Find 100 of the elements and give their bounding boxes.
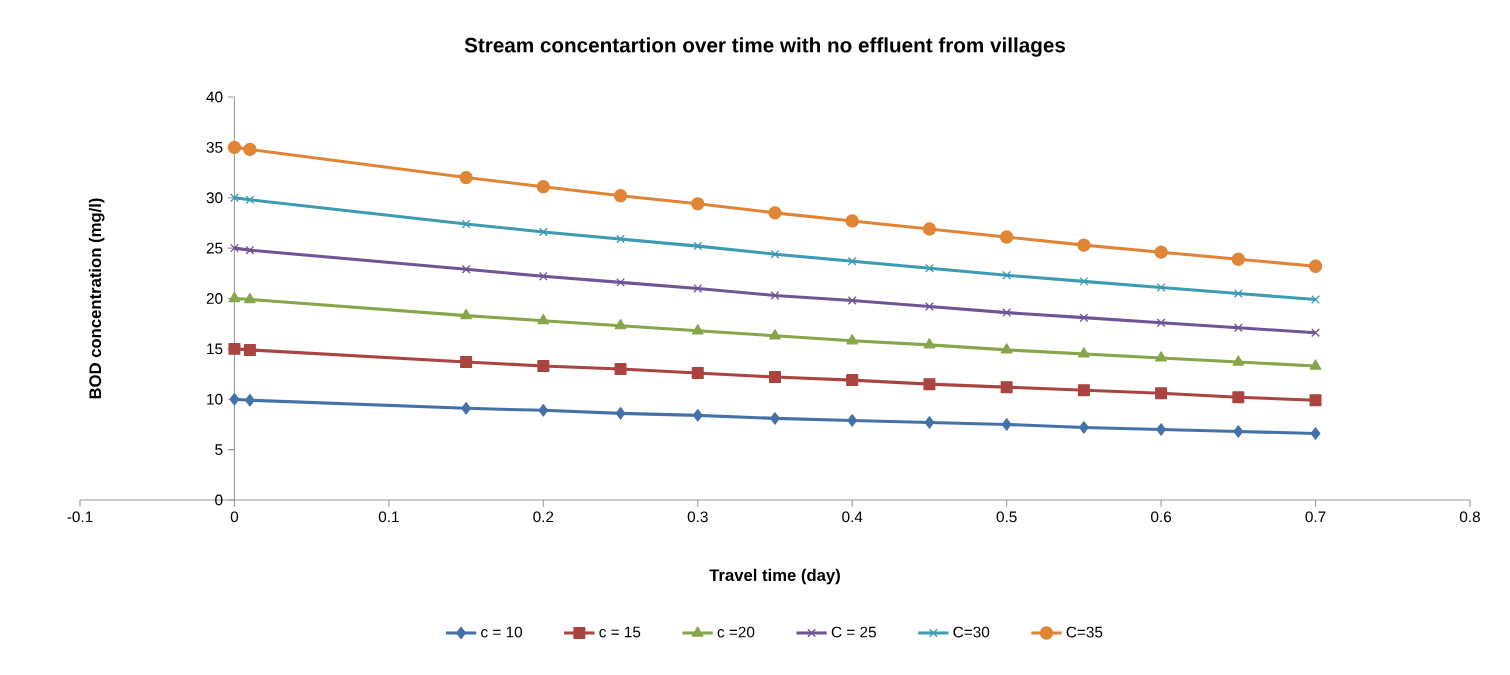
x-tick-label: 0.8: [1459, 511, 1480, 523]
point: [1232, 391, 1245, 404]
x-tick-label: 0.4: [842, 511, 863, 523]
point: [538, 271, 548, 281]
point: [1233, 425, 1244, 438]
y-tick-label: 5: [215, 444, 223, 455]
point: [460, 355, 473, 368]
point: [692, 409, 703, 422]
point: [536, 180, 550, 194]
y-tick-label: 40: [206, 91, 223, 103]
point: [228, 342, 241, 355]
point: [1079, 421, 1089, 434]
point: [1233, 323, 1243, 333]
point: [1311, 295, 1320, 304]
legend-label: C=35: [1066, 626, 1103, 638]
point: [1077, 384, 1090, 397]
y-tick-label: 30: [206, 192, 223, 204]
legend-label: C=30: [953, 626, 990, 638]
x-tick-label: 0.3: [687, 511, 708, 523]
point: [1079, 276, 1089, 286]
point: [243, 142, 257, 157]
point: [845, 214, 859, 228]
point: [769, 329, 781, 340]
point: [1154, 245, 1168, 259]
point: [228, 291, 241, 303]
point: [770, 291, 780, 300]
legend-label: c =20: [717, 626, 755, 638]
point: [1078, 347, 1090, 358]
point: [847, 256, 857, 266]
point: [847, 296, 857, 305]
point: [614, 319, 627, 330]
x-tick-label: -0.1: [67, 511, 93, 523]
legend-label: c = 10: [481, 626, 523, 638]
point: [245, 195, 255, 205]
point: [1309, 394, 1322, 407]
point: [924, 302, 934, 311]
point: [691, 367, 704, 380]
point: [227, 140, 242, 155]
point: [616, 277, 625, 287]
point: [1001, 418, 1012, 431]
point: [616, 234, 625, 244]
x-tick-label: 0.1: [378, 511, 399, 523]
point: [245, 393, 255, 407]
point: [1233, 289, 1243, 298]
point: [924, 263, 934, 273]
y-tick-label: 15: [207, 343, 223, 355]
point: [244, 292, 256, 304]
point: [923, 338, 936, 349]
point: [1231, 252, 1245, 266]
point: [459, 170, 473, 185]
point: [770, 412, 780, 425]
point: [461, 264, 471, 274]
y-tick-label: 0: [215, 494, 223, 506]
point: [693, 283, 703, 293]
point: [243, 343, 256, 356]
point: [923, 378, 936, 391]
point: [1077, 238, 1091, 252]
point: [1156, 282, 1166, 292]
point: [461, 219, 471, 229]
point: [846, 374, 859, 387]
point: [1155, 351, 1167, 362]
point: [461, 402, 471, 415]
point: [1000, 381, 1013, 394]
y-tick-label: 20: [206, 293, 223, 304]
x-tick-label: 0.5: [996, 511, 1017, 523]
x-tick-label: 0.2: [533, 511, 554, 523]
point: [1002, 308, 1012, 318]
point: [1002, 270, 1012, 280]
point: [1156, 318, 1166, 328]
point: [1308, 259, 1323, 273]
point: [538, 227, 548, 237]
x-axis-title: Travel time (day): [709, 568, 840, 585]
point: [1000, 343, 1013, 354]
point: [615, 407, 626, 420]
point: [613, 189, 628, 203]
point: [691, 197, 705, 211]
point: [1311, 328, 1320, 338]
x-tick-label: 0.7: [1305, 511, 1326, 523]
point: [1232, 355, 1245, 366]
legend-label: C = 25: [831, 626, 876, 638]
x-tick-label: 0.6: [1151, 511, 1172, 523]
point: [537, 360, 550, 372]
point: [1310, 427, 1321, 440]
point: [1079, 313, 1089, 323]
point: [229, 392, 240, 406]
chart-title: Stream concentartion over time with no effluent from villages: [464, 37, 1066, 57]
x-tick-label: 0: [230, 511, 239, 523]
y-tick-label: 25: [206, 242, 223, 254]
point: [614, 363, 627, 376]
y-axis-title: BOD concentration (mg/l): [88, 198, 105, 399]
point: [245, 245, 255, 255]
point: [770, 249, 780, 259]
y-tick-label: 10: [207, 393, 223, 405]
point: [922, 222, 937, 236]
point: [460, 308, 472, 320]
point: [691, 324, 704, 335]
point: [537, 313, 550, 325]
point: [768, 206, 782, 220]
point: [693, 241, 703, 251]
point: [847, 414, 858, 427]
